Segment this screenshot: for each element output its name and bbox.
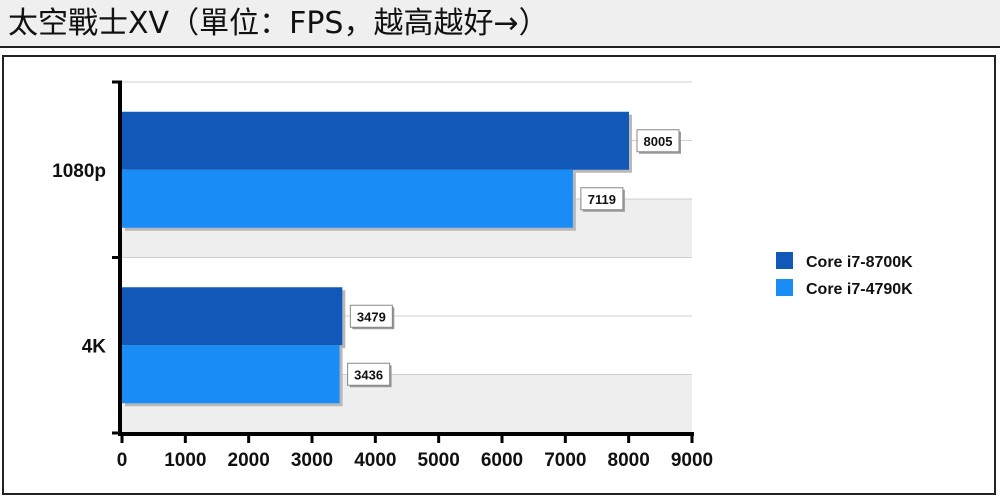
bar-4K-1 — [122, 345, 340, 404]
title-bar: 太空戰士XV（單位：FPS，越高越好→） — [0, 0, 1000, 48]
x-tick-label: 3000 — [291, 450, 333, 471]
data-label-box — [636, 129, 680, 153]
x-tick-label: 6000 — [481, 450, 523, 471]
x-tick-label: 9000 — [671, 450, 713, 471]
category-label: 4K — [82, 336, 107, 357]
data-label-box — [580, 187, 624, 211]
x-tick-label: 5000 — [418, 450, 460, 471]
data-label: 8005 — [644, 134, 673, 149]
data-label: 7119 — [588, 192, 616, 207]
data-label-box — [349, 304, 393, 328]
legend-swatch — [776, 279, 793, 296]
bar-4K-0 — [122, 287, 343, 346]
category-label: 1080p — [52, 161, 106, 182]
legend-label: Core i7-8700K — [806, 254, 913, 271]
data-label: 3436 — [354, 367, 383, 382]
legend-label: Core i7-4790K — [806, 281, 913, 298]
x-tick-label: 1000 — [164, 450, 206, 471]
x-tick-label: 8000 — [608, 450, 650, 471]
data-label-box — [347, 362, 391, 386]
legend-swatch — [776, 252, 793, 269]
bar-1080p-0 — [122, 111, 629, 170]
bar-1080p-1 — [122, 169, 573, 228]
x-tick-label: 2000 — [228, 450, 270, 471]
data-label: 3479 — [357, 309, 386, 324]
x-tick-label: 0 — [117, 450, 128, 471]
x-tick-label: 4000 — [354, 450, 396, 471]
x-tick-label: 7000 — [544, 450, 586, 471]
chart-title: 太空戰士XV（單位：FPS，越高越好→） — [8, 6, 549, 41]
